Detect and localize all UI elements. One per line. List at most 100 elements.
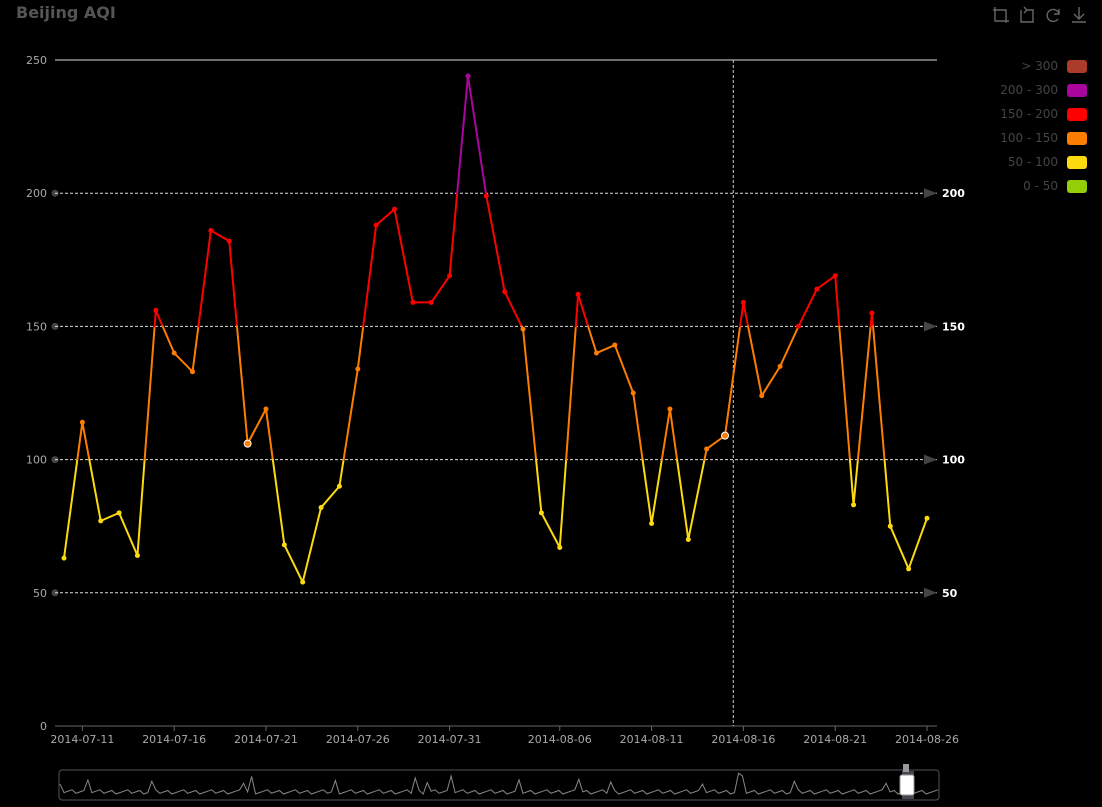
data-point[interactable]: [667, 406, 673, 412]
data-point[interactable]: [116, 510, 122, 516]
data-point[interactable]: [869, 310, 875, 316]
data-point[interactable]: [208, 227, 214, 233]
legend-item[interactable]: 100 - 150: [967, 126, 1087, 150]
data-point[interactable]: [759, 393, 765, 399]
series-line-segment: [393, 208, 414, 304]
series-line-segment: [779, 325, 800, 368]
data-point[interactable]: [243, 439, 252, 448]
data-point[interactable]: [685, 537, 691, 543]
zoom-icon[interactable]: [992, 6, 1010, 24]
series-line-segment: [565, 325, 577, 461]
legend-item[interactable]: 0 - 50: [967, 174, 1087, 198]
data-point[interactable]: [557, 545, 563, 551]
legend-item[interactable]: 150 - 200: [967, 102, 1087, 126]
restore-icon[interactable]: [1044, 6, 1062, 24]
data-point[interactable]: [483, 193, 489, 199]
legend-swatch: [1067, 155, 1087, 169]
legend-label: 200 - 300: [1000, 83, 1058, 97]
data-point[interactable]: [906, 566, 912, 572]
mark-line-arrow: [924, 188, 937, 199]
mark-line-label: 200: [942, 187, 965, 200]
data-point[interactable]: [814, 286, 820, 292]
data-point[interactable]: [851, 502, 857, 508]
data-point[interactable]: [190, 369, 196, 375]
data-point[interactable]: [300, 579, 306, 585]
data-point[interactable]: [630, 390, 636, 396]
data-point[interactable]: [318, 505, 324, 511]
data-point[interactable]: [465, 73, 471, 79]
series-line-segment: [264, 407, 274, 461]
data-point[interactable]: [263, 406, 269, 412]
data-point[interactable]: [538, 510, 544, 516]
series-line-segment: [320, 485, 341, 509]
data-point[interactable]: [98, 518, 104, 524]
legend-item[interactable]: > 300: [967, 54, 1087, 78]
legend-item[interactable]: 50 - 100: [967, 150, 1087, 174]
data-point[interactable]: [410, 299, 416, 305]
data-point[interactable]: [502, 289, 508, 295]
data-point[interactable]: [777, 363, 783, 369]
series-line-segment: [883, 458, 892, 528]
x-tick-label: 2014-08-06: [528, 733, 592, 746]
series-line-segment: [301, 506, 323, 584]
series-line-segment: [342, 368, 359, 461]
series-line-segment: [668, 407, 679, 461]
data-point[interactable]: [428, 299, 434, 305]
series-line-segment: [540, 511, 561, 549]
series-line-segment: [118, 511, 139, 557]
data-point[interactable]: [336, 483, 342, 489]
data-point[interactable]: [575, 291, 581, 297]
data-point[interactable]: [392, 206, 398, 212]
series-line-segment: [724, 325, 742, 437]
y-tick-label: 150: [26, 320, 47, 333]
series-line-segment: [356, 325, 365, 371]
legend-label: 50 - 100: [1007, 155, 1058, 169]
data-point[interactable]: [134, 553, 140, 559]
data-point[interactable]: [447, 273, 453, 279]
data-zoom-slider[interactable]: [58, 769, 940, 801]
x-tick-label: 2014-07-31: [418, 733, 482, 746]
data-point[interactable]: [721, 431, 730, 440]
data-point[interactable]: [832, 273, 838, 279]
data-point[interactable]: [704, 446, 710, 452]
data-point[interactable]: [61, 555, 67, 561]
series-line-segment: [271, 458, 286, 546]
data-point[interactable]: [171, 350, 177, 356]
data-point[interactable]: [355, 366, 361, 372]
data-point[interactable]: [153, 307, 159, 313]
series-line-segment: [760, 365, 782, 397]
series-line-segment: [558, 458, 568, 549]
download-icon[interactable]: [1070, 6, 1088, 24]
data-point[interactable]: [795, 323, 801, 329]
data-zoom-handle[interactable]: [899, 774, 915, 796]
series-line-segment: [848, 458, 855, 506]
data-point[interactable]: [281, 542, 287, 548]
data-point[interactable]: [612, 342, 618, 348]
series-line-segment: [375, 208, 396, 227]
data-point[interactable]: [924, 515, 930, 521]
legend-swatch: [1067, 59, 1087, 73]
series-line-segment: [815, 274, 837, 291]
legend-item[interactable]: 200 - 300: [967, 78, 1087, 102]
data-zoom-handle-grip[interactable]: [903, 764, 909, 772]
series-line-segment: [283, 543, 304, 584]
series-line-segment: [235, 325, 249, 445]
data-point[interactable]: [649, 521, 655, 527]
data-point[interactable]: [520, 326, 526, 332]
mark-line-arrow: [924, 321, 937, 332]
series-line-segment: [613, 344, 635, 394]
series-line-segment: [739, 301, 745, 328]
series-line-segment: [63, 458, 79, 560]
series-line-segment: [856, 325, 872, 461]
data-point[interactable]: [226, 238, 232, 244]
legend-label: > 300: [1021, 59, 1058, 73]
data-point[interactable]: [740, 299, 746, 305]
data-point[interactable]: [593, 350, 599, 356]
series-line-segment: [838, 325, 851, 461]
series-line-segment: [889, 525, 910, 570]
data-point[interactable]: [373, 222, 379, 228]
series-line-segment: [81, 421, 91, 461]
data-point[interactable]: [79, 419, 85, 425]
zoom-reset-icon[interactable]: [1018, 6, 1036, 24]
data-point[interactable]: [887, 523, 893, 529]
